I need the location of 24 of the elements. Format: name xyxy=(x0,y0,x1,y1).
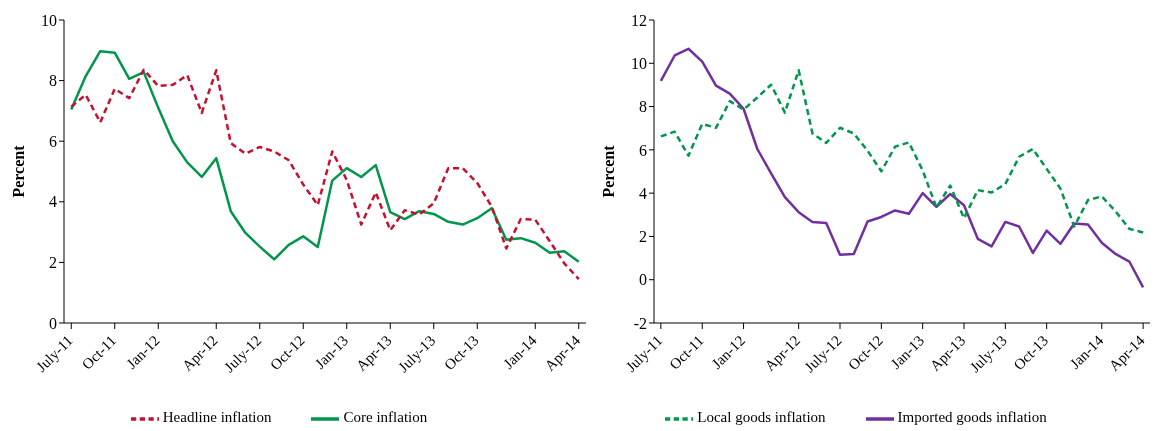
legend-label: Core inflation xyxy=(343,409,428,426)
legend-label: Local goods inflation xyxy=(697,409,826,426)
y-tick-label: 8 xyxy=(49,72,57,90)
y-tick-label: 10 xyxy=(631,54,647,72)
y-tick-label: 0 xyxy=(49,314,57,332)
y-tick-label: 4 xyxy=(639,184,647,202)
y-tick-label: 4 xyxy=(49,193,57,211)
y-tick-label: 2 xyxy=(49,254,57,272)
y-tick-label: 6 xyxy=(639,141,647,159)
y-axis-title: Percent xyxy=(9,144,27,198)
y-tick-label: 10 xyxy=(41,11,57,29)
line-series xyxy=(659,68,1145,234)
y-axis-title: Percent xyxy=(599,144,617,198)
y-tick-label: 2 xyxy=(639,228,647,246)
y-tick-label: -2 xyxy=(633,314,647,332)
y-tick-label: 12 xyxy=(631,11,647,29)
y-tick-label: 8 xyxy=(639,98,647,116)
y-tick-label: 0 xyxy=(639,271,647,289)
legend-label: Headline inflation xyxy=(162,409,272,426)
line-series xyxy=(70,49,580,264)
legend-label: Imported goods inflation xyxy=(897,409,1047,426)
line-series xyxy=(659,47,1145,289)
y-tick-label: 6 xyxy=(49,132,57,150)
line-series xyxy=(70,68,580,281)
